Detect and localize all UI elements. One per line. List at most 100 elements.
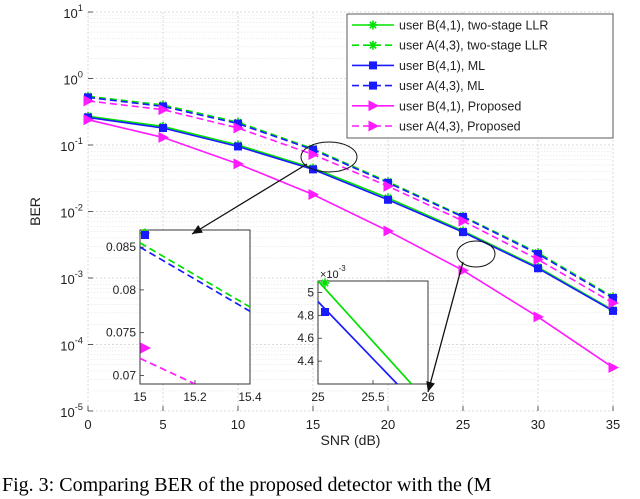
arrow-head xyxy=(426,381,435,392)
y-tick-label: 101 xyxy=(63,3,83,21)
inset-lines xyxy=(318,281,413,384)
series-line xyxy=(87,118,614,369)
data-point xyxy=(608,362,619,374)
inset-y-tick-label: 0.08 xyxy=(113,283,137,297)
inset-series-line xyxy=(318,281,413,384)
marker-stroke xyxy=(321,279,329,287)
x-tick-label: 5 xyxy=(159,417,166,432)
x-tick-label: 10 xyxy=(231,417,245,432)
x-tick-label: 25 xyxy=(456,417,470,432)
marker-stroke xyxy=(369,41,377,49)
data-point xyxy=(458,215,469,227)
data-point xyxy=(369,81,377,90)
data-point xyxy=(234,142,242,151)
x-axis-label: SNR (dB) xyxy=(321,432,381,448)
legend-entry: user A(4,3), ML xyxy=(352,79,484,93)
data-point xyxy=(459,228,467,237)
y-tick-label: 10-1 xyxy=(60,136,83,154)
legend-label: user B(4,1), ML xyxy=(399,59,485,73)
inset-x-tick-label: 25.5 xyxy=(361,390,385,404)
inset-x-tick-label: 26 xyxy=(421,390,435,404)
series-line xyxy=(87,115,614,311)
data-point xyxy=(309,145,317,154)
legend-box xyxy=(346,13,614,139)
zoom-arrow xyxy=(191,163,308,235)
inset-frame xyxy=(139,229,251,385)
figure-caption: Fig. 3: Comparing BER of the proposed de… xyxy=(2,474,492,496)
data-point xyxy=(383,225,394,237)
data-point xyxy=(369,61,377,70)
y-tick-label: 10-4 xyxy=(60,336,83,354)
legend-label: user B(4,1), two-stage LLR xyxy=(399,19,548,33)
inset-multiplier: ×10-3 xyxy=(320,264,346,281)
arrow-shaft xyxy=(427,261,464,393)
data-point xyxy=(320,278,330,288)
legend-label: user A(4,3), Proposed xyxy=(399,120,521,134)
data-point xyxy=(308,189,319,201)
data-point xyxy=(368,120,379,132)
data-point xyxy=(158,131,169,143)
series-5 xyxy=(83,114,619,374)
legend-label: user A(4,3), ML xyxy=(399,79,484,93)
inset-y-tick-label: 4.8 xyxy=(297,308,314,322)
inset-x-tick-label: 25 xyxy=(311,390,325,404)
x-tick-label: 30 xyxy=(531,417,545,432)
data-point xyxy=(321,308,329,316)
data-point xyxy=(533,311,544,323)
data-point xyxy=(83,114,94,126)
inset-y-tick-label: 0.075 xyxy=(106,326,136,340)
data-point xyxy=(83,95,94,107)
marker-stroke xyxy=(369,21,377,29)
y-tick-label: 10-2 xyxy=(60,203,83,221)
data-point xyxy=(384,195,392,204)
inset-y-tick-label: 4.6 xyxy=(297,331,314,345)
series-4 xyxy=(84,93,617,303)
series-line xyxy=(87,96,614,299)
data-point xyxy=(368,40,378,50)
x-tick-label: 35 xyxy=(606,417,620,432)
inset-2: 25 25.5 26 5 4.8 4.6 4.4 xyxy=(297,280,435,404)
zoom-arrow xyxy=(426,261,464,393)
series-line xyxy=(87,100,614,304)
zoom-ellipse xyxy=(456,240,496,268)
data-point xyxy=(609,306,617,315)
legend-entry: user A(4,3), Proposed xyxy=(352,120,521,134)
legend-label: user B(4,1), Proposed xyxy=(399,99,521,113)
legend-entry: user B(4,1), two-stage LLR xyxy=(352,19,548,33)
inset-series-line xyxy=(140,357,196,384)
data-point xyxy=(534,249,542,258)
legend: user B(4,1), two-stage LLR user A(4,3), t… xyxy=(346,13,614,139)
y-tick-label: 10-5 xyxy=(60,402,83,420)
legend-entry: user B(4,1), Proposed xyxy=(352,99,521,113)
inset-y-tick-label: 0.085 xyxy=(106,240,136,254)
data-point xyxy=(159,124,167,133)
inset-y-tick-label: 0.07 xyxy=(113,368,137,382)
y-axis-label: BER xyxy=(27,197,43,226)
series-line xyxy=(87,116,614,312)
zoom-ellipse xyxy=(300,141,358,173)
inset-y-tick-label: 4.4 xyxy=(297,354,314,368)
inset-y-tick-label: 5 xyxy=(307,285,314,299)
inset-lines xyxy=(140,242,250,384)
series-6 xyxy=(83,95,619,309)
data-point xyxy=(140,342,151,354)
data-point xyxy=(308,148,319,160)
inset-x-tick-label: 15 xyxy=(133,390,147,404)
x-tick-label: 15 xyxy=(306,417,320,432)
data-point xyxy=(368,20,378,30)
data-point xyxy=(233,158,244,170)
inset-1: 15 15.2 15.4 0.085 0.08 0.075 0.07 xyxy=(106,229,262,404)
x-tick-label: 0 xyxy=(84,417,91,432)
data-point xyxy=(141,231,149,239)
data-point xyxy=(384,178,392,187)
data-point xyxy=(159,102,167,111)
data-point xyxy=(459,212,467,221)
x-tick-label: 20 xyxy=(381,417,395,432)
data-point xyxy=(368,100,379,112)
ber-chart: 0 5 10 15 20 25 30 35 101 100 10-1 10-2 10-3 10-4 10-5… xyxy=(27,3,620,448)
legend-entry: user A(4,3), two-stage LLR xyxy=(352,39,548,53)
arrow-shaft xyxy=(191,163,308,235)
inset-series-line xyxy=(318,301,398,384)
data-point xyxy=(84,93,92,102)
series-line xyxy=(87,95,614,298)
